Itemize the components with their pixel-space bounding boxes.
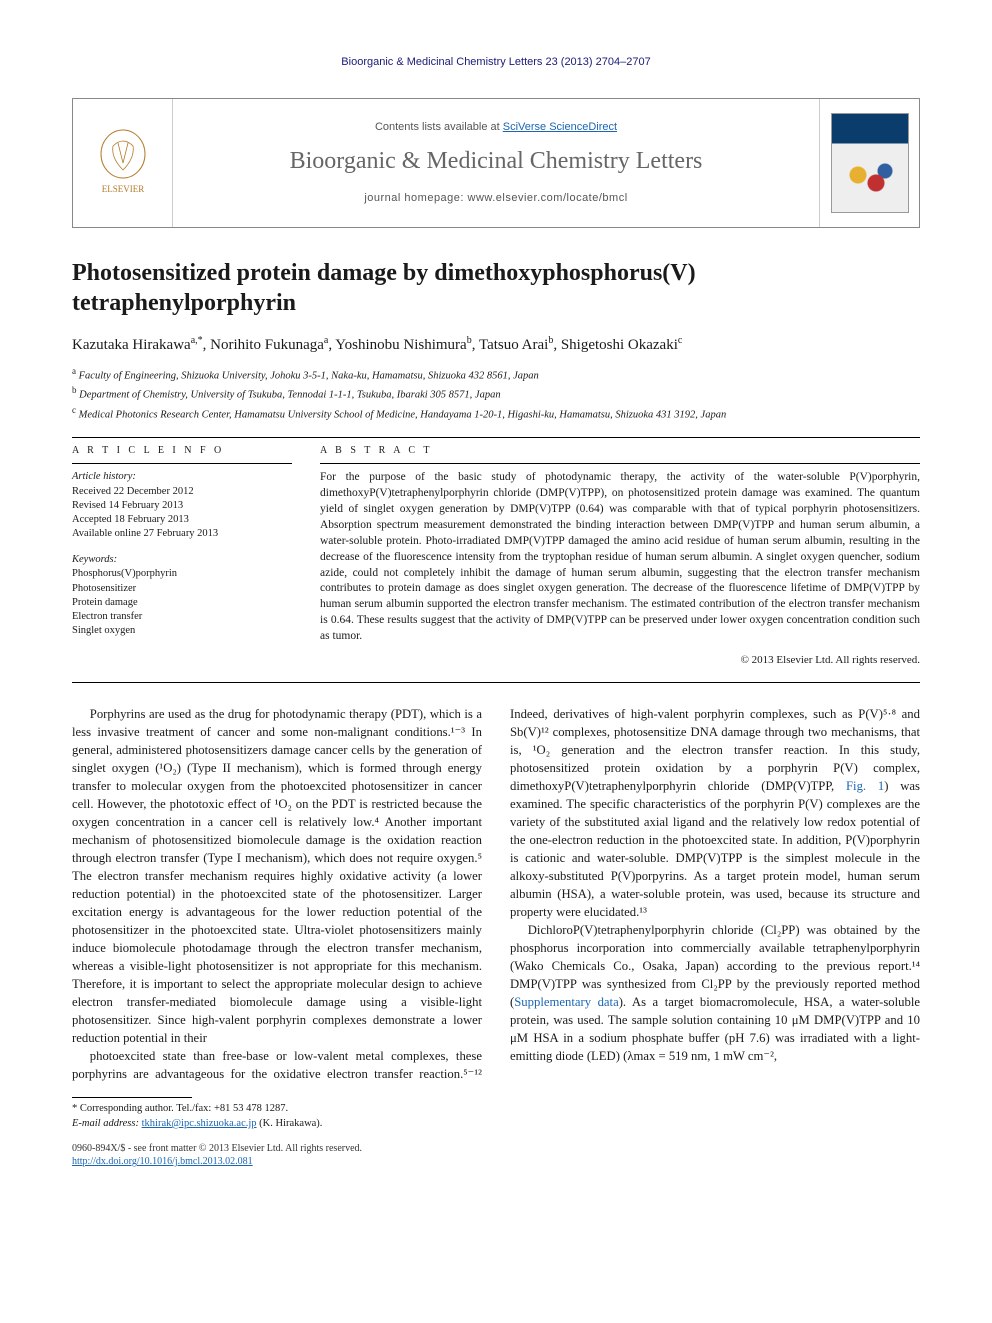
abstract-copyright: © 2013 Elsevier Ltd. All rights reserved… [320,653,920,668]
abstract-block: A B S T R A C T For the purpose of the b… [320,444,920,668]
corresponding-author-note: * Corresponding author. Tel./fax: +81 53… [72,1102,920,1117]
cover-cell [819,99,919,227]
article-info-block: A R T I C L E I N F O Article history: R… [72,444,292,668]
author: Tatsuo Araib [479,337,553,353]
homepage-url: www.elsevier.com/locate/bmcl [468,192,628,204]
email-suffix: (K. Hirakawa). [257,1118,323,1129]
keywords-label: Keywords: [72,553,292,567]
body-para-2-post: ) was examined. The specific characteris… [510,779,920,919]
svg-text:ELSEVIER: ELSEVIER [101,184,144,194]
homepage-prefix: journal homepage: [364,192,467,204]
journal-homepage-line: journal homepage: www.elsevier.com/locat… [364,191,627,206]
email-link[interactable]: tkhirak@ipc.shizuoka.ac.jp [142,1118,257,1129]
keywords-list: Phosphorus(V)porphyrinPhotosensitizerPro… [72,567,292,638]
journal-masthead: ELSEVIER Contents lists available at Sci… [72,98,920,228]
keyword-item: Singlet oxygen [72,624,292,638]
affiliation: b Department of Chemistry, University of… [72,384,920,403]
keyword-item: Phosphorus(V)porphyrin [72,567,292,581]
supplementary-link[interactable]: Supplementary data [514,995,618,1009]
affiliation: c Medical Photonics Research Center, Ham… [72,404,920,423]
contents-prefix: Contents lists available at [375,121,503,133]
page-footer: 0960-894X/$ - see front matter © 2013 El… [72,1142,920,1169]
article-history-list: Received 22 December 2012Revised 14 Febr… [72,485,292,542]
affiliation-list: a Faculty of Engineering, Shizuoka Unive… [72,365,920,423]
email-label: E-mail address: [72,1118,139,1129]
journal-name: Bioorganic & Medicinal Chemistry Letters [290,145,703,177]
affiliation: a Faculty of Engineering, Shizuoka Unive… [72,365,920,384]
keyword-item: Photosensitizer [72,582,292,596]
masthead-center: Contents lists available at SciVerse Sci… [173,99,819,227]
author: Yoshinobu Nishimurab [335,337,471,353]
journal-cover-thumbnail [831,113,909,213]
history-item: Available online 27 February 2013 [72,527,292,541]
keyword-item: Electron transfer [72,610,292,624]
footnotes: * Corresponding author. Tel./fax: +81 53… [72,1102,920,1131]
body-columns: Porphyrins are used as the drug for phot… [72,705,920,1084]
email-line: E-mail address: tkhirak@ipc.shizuoka.ac.… [72,1117,920,1132]
running-header: Bioorganic & Medicinal Chemistry Letters… [72,55,920,70]
article-history-label: Article history: [72,470,292,484]
author: Kazutaka Hirakawaa,* [72,337,203,353]
author: Norihito Fukunagaa [210,337,328,353]
body-para-1: Porphyrins are used as the drug for phot… [72,705,482,1048]
fig1-link[interactable]: Fig. 1 [846,779,884,793]
author-list: Kazutaka Hirakawaa,*, Norihito Fukunagaa… [72,334,920,355]
front-matter-line: 0960-894X/$ - see front matter © 2013 El… [72,1142,920,1156]
author: Shigetoshi Okazakic [561,337,683,353]
publisher-logo-cell: ELSEVIER [73,99,173,227]
footnote-separator [72,1097,192,1098]
body-para-3: DichloroP(V)tetraphenylporphyrin chlorid… [510,921,920,1065]
abstract-text: For the purpose of the basic study of ph… [320,470,920,644]
keyword-item: Protein damage [72,596,292,610]
rule-abstract [320,463,920,464]
history-item: Revised 14 February 2013 [72,499,292,513]
abstract-heading: A B S T R A C T [320,444,920,458]
rule-body-top [72,682,920,683]
history-item: Accepted 18 February 2013 [72,513,292,527]
article-title: Photosensitized protein damage by dimeth… [72,258,920,318]
scidirect-link[interactable]: SciVerse ScienceDirect [503,121,617,133]
elsevier-logo: ELSEVIER [93,128,153,198]
history-item: Received 22 December 2012 [72,485,292,499]
rule-info [72,463,292,464]
rule-top [72,437,920,438]
contents-available-line: Contents lists available at SciVerse Sci… [375,120,617,135]
article-meta-row: A R T I C L E I N F O Article history: R… [72,444,920,668]
doi-link[interactable]: http://dx.doi.org/10.1016/j.bmcl.2013.02… [72,1156,253,1167]
article-info-heading: A R T I C L E I N F O [72,444,292,458]
